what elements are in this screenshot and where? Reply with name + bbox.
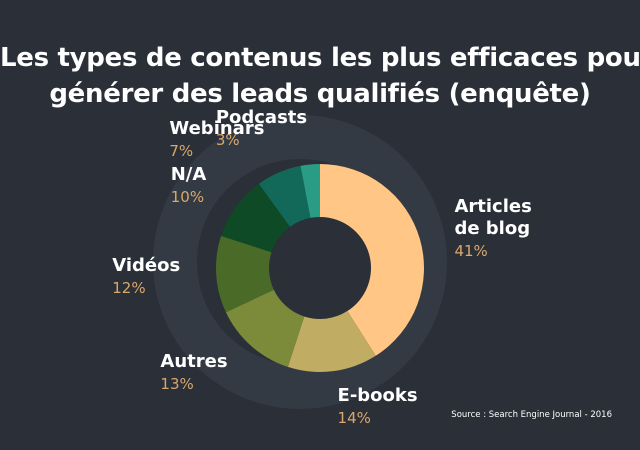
slice-label-percent: 14%	[337, 408, 371, 427]
slice-vid-os	[215, 235, 274, 313]
slice-label-name: Articles	[454, 195, 532, 217]
slice-label-percent: 12%	[112, 278, 146, 297]
slice-label-e-books: E-books 14%	[338, 385, 418, 429]
source-note: Source : Search Engine Journal - 2016	[451, 410, 612, 420]
slice-label-percent: 13%	[160, 375, 194, 393]
slice-label-autres: Autres 13%	[160, 351, 227, 395]
slice-label-percent: 41%	[454, 241, 488, 260]
slice-podcasts	[300, 164, 320, 218]
chart-title-line-1: Les types de contenus les plus efficaces…	[0, 43, 640, 73]
slice-label-percent: 3%	[215, 130, 240, 149]
chart-title: Les types de contenus les plus efficaces…	[0, 40, 640, 112]
slice-label-webinars: Webinars 7%	[169, 118, 264, 162]
slice-label-name: E-books	[337, 384, 418, 406]
slice-e-books	[287, 311, 376, 372]
slice-label-podcasts: Podcasts 3%	[216, 107, 307, 151]
slice-webinars	[258, 165, 311, 227]
slice-n-a	[221, 183, 291, 253]
slice-autres	[225, 289, 305, 367]
slice-label-n-a: N/A 10%	[171, 164, 207, 208]
slice-label-articles-de-blog: Articles de blog 41%	[454, 196, 531, 262]
slice-label-name: de blog	[454, 217, 531, 239]
slice-label-name: N/A	[170, 163, 207, 185]
slice-label-percent: 7%	[169, 141, 194, 160]
slice-label-name: Podcasts	[215, 106, 308, 128]
chart-title-line-2: générer des leads qualifiés (enquête)	[49, 79, 591, 109]
slice-label-name: Autres	[160, 351, 228, 372]
slice-label-name: Webinars	[169, 117, 265, 139]
slice-articles-de-blog	[320, 164, 425, 356]
donut-hole	[269, 217, 371, 319]
slice-label-name: Vidéos	[112, 254, 181, 276]
background-ring-decoration	[153, 115, 447, 409]
slice-label-percent: 10%	[170, 187, 205, 206]
slice-label-vid-os: Vidéos 12%	[112, 255, 180, 299]
